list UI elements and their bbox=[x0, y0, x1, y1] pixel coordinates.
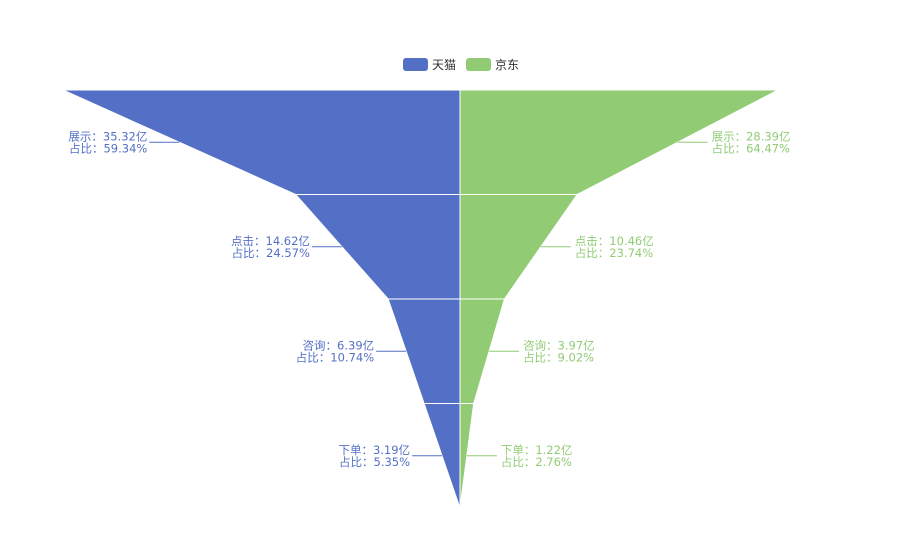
funnel-label-percent: 占比：2.76% bbox=[501, 455, 572, 469]
legend[interactable]: 天猫 京东 bbox=[403, 58, 519, 72]
funnel-label-value: 咨询：3.97亿 bbox=[523, 338, 595, 352]
legend-item-tmall[interactable]: 天猫 bbox=[403, 58, 456, 72]
legend-swatch-tmall bbox=[403, 58, 428, 71]
funnel-label-percent: 占比：9.02% bbox=[523, 350, 594, 364]
funnel-label-jd-click: 点击：10.46亿占比：23.74% bbox=[575, 234, 654, 260]
funnel-label-jd-display: 展示：28.39亿占比：64.47% bbox=[712, 129, 791, 155]
funnel-label-tmall-click: 点击：14.62亿占比：24.57% bbox=[231, 234, 310, 260]
funnel-label-percent: 占比：5.35% bbox=[339, 455, 410, 469]
funnel-label-jd-consult: 咨询：3.97亿占比：9.02% bbox=[523, 338, 595, 364]
funnel-label-tmall-display: 展示：35.32亿占比：59.34% bbox=[68, 129, 147, 155]
funnel-label-value: 咨询：6.39亿 bbox=[303, 338, 375, 352]
funnel-label-percent: 占比：59.34% bbox=[69, 141, 147, 155]
funnel-label-percent: 占比：24.57% bbox=[232, 246, 310, 260]
funnel-label-tmall-consult: 咨询：6.39亿占比：10.74% bbox=[296, 338, 374, 364]
funnel-label-value: 点击：14.62亿 bbox=[231, 234, 310, 248]
legend-swatch-jd bbox=[466, 58, 491, 71]
funnel-label-percent: 占比：10.74% bbox=[296, 350, 374, 364]
legend-item-jd[interactable]: 京东 bbox=[466, 58, 519, 72]
legend-label-tmall: 天猫 bbox=[432, 58, 456, 72]
funnel-label-percent: 占比：23.74% bbox=[575, 246, 653, 260]
funnel-label-value: 点击：10.46亿 bbox=[575, 234, 654, 248]
legend-label-jd: 京东 bbox=[495, 58, 519, 72]
funnel-label-value: 展示：35.32亿 bbox=[68, 129, 147, 143]
funnel-label-percent: 占比：64.47% bbox=[712, 141, 790, 155]
funnel-label-value: 展示：28.39亿 bbox=[712, 129, 791, 143]
funnel-plot-area: 展示：35.32亿占比：59.34% 点击：14.62亿占比：24.57% 咨询：6… bbox=[62, 89, 791, 509]
funnel-label-value: 下单：3.19亿 bbox=[338, 443, 410, 457]
funnel-label-value: 下单：1.22亿 bbox=[501, 443, 573, 457]
funnel-label-tmall-order: 下单：3.19亿占比：5.35% bbox=[338, 443, 410, 469]
funnel-label-jd-order: 下单：1.22亿占比：2.76% bbox=[501, 443, 573, 469]
funnel-series-jd: 展示：28.39亿占比：64.47% 点击：10.46亿占比：23.74% 咨询：3… bbox=[459, 89, 791, 509]
funnel-series-tmall: 展示：35.32亿占比：59.34% 点击：14.62亿占比：24.57% 咨询：6… bbox=[62, 89, 461, 509]
